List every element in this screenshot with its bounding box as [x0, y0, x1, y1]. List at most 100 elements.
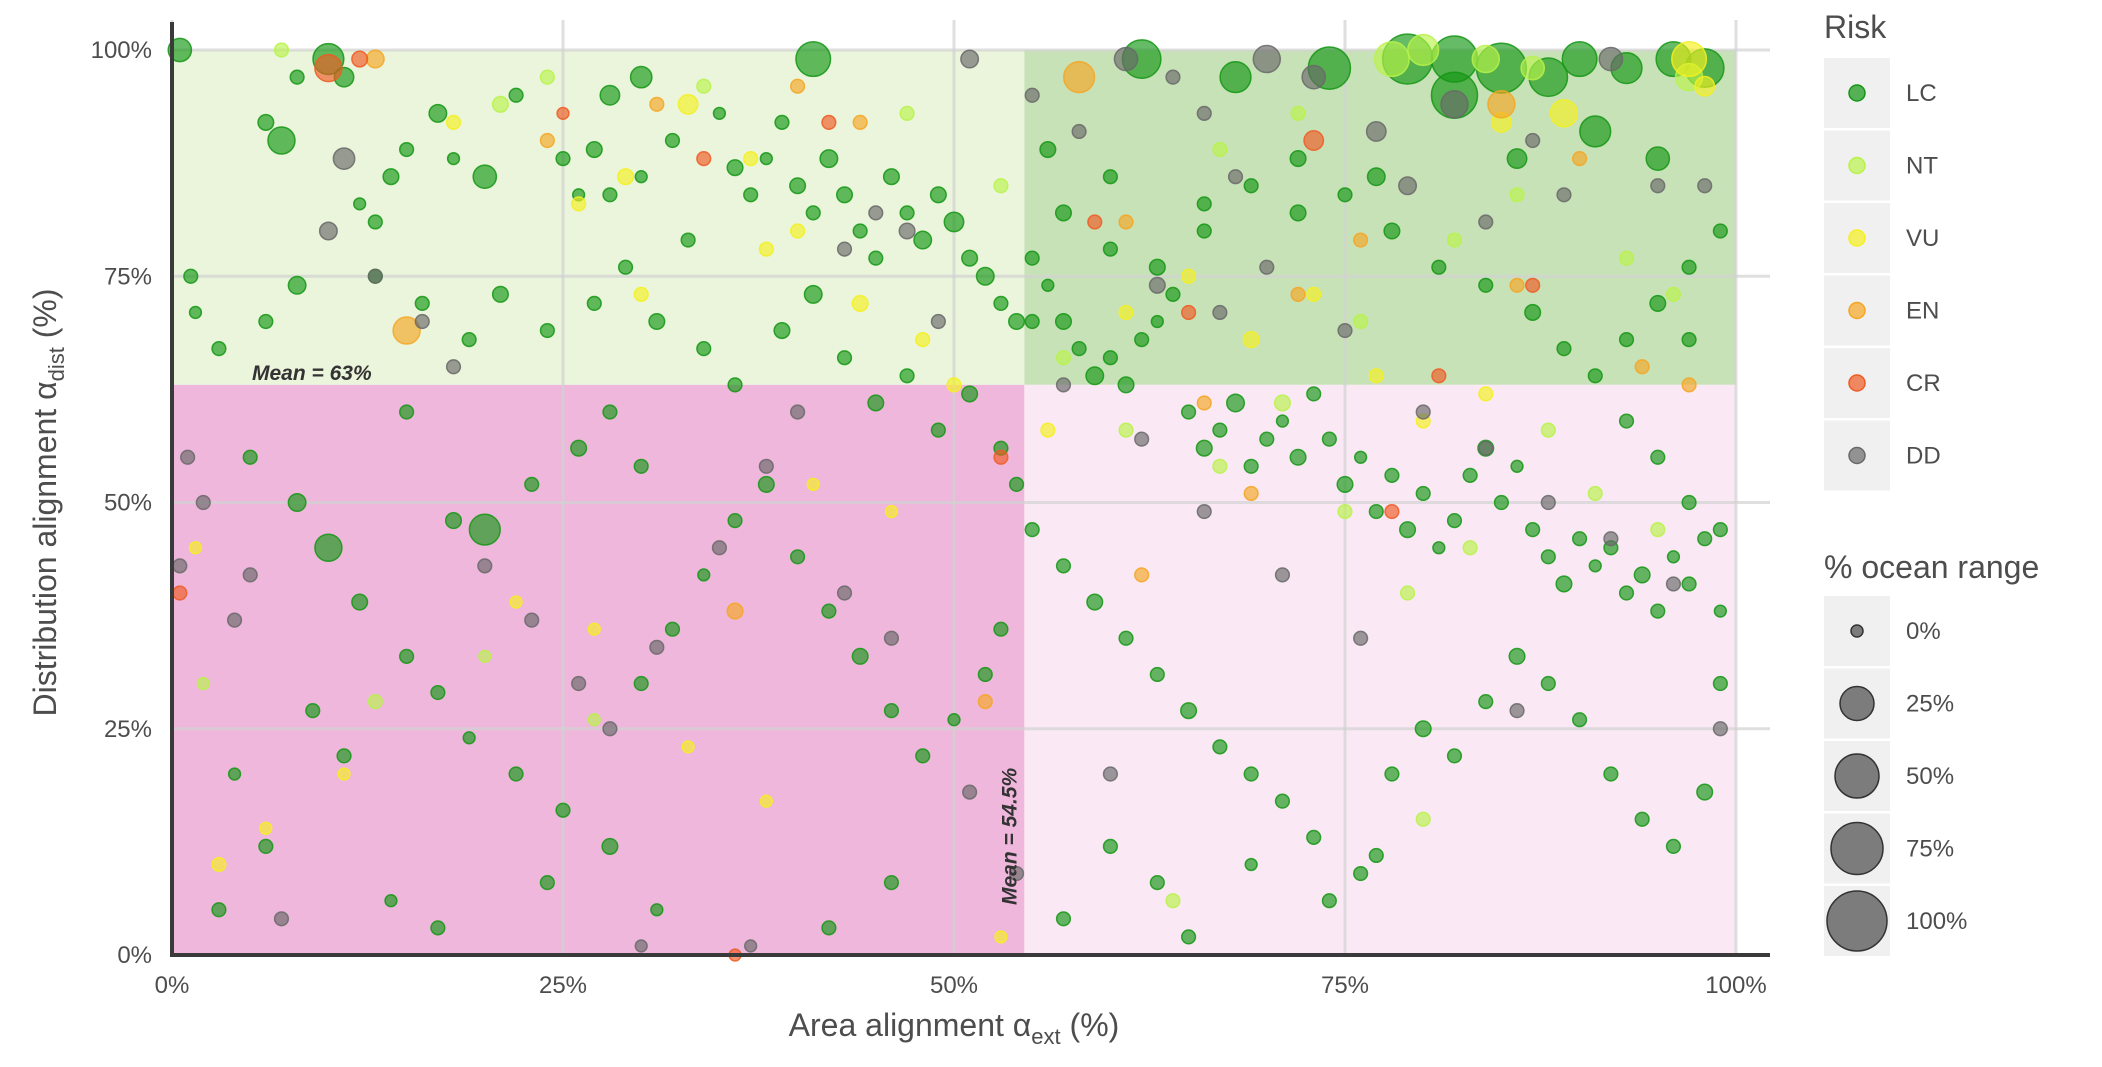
- data-point-vu: [759, 794, 773, 808]
- data-point-lc: [961, 249, 979, 267]
- data-point-dd: [649, 639, 665, 655]
- data-point-lc: [773, 322, 791, 340]
- data-point-lc: [1540, 675, 1556, 692]
- data-point-lc: [539, 875, 555, 891]
- data-point-en: [852, 114, 868, 131]
- y-tick-label: 25%: [104, 716, 152, 743]
- data-point-lc: [947, 713, 961, 727]
- data-point-lc: [1414, 720, 1432, 738]
- data-point-dd: [1196, 105, 1212, 121]
- data-point-lc: [795, 41, 832, 78]
- data-point-lc: [727, 377, 743, 393]
- data-point-dd: [634, 939, 648, 953]
- x-axis-title-main: Area alignment α: [789, 1007, 1032, 1043]
- data-point-lc: [1508, 647, 1526, 665]
- data-point-en: [1290, 286, 1306, 302]
- data-point-lc: [367, 214, 383, 230]
- data-point-lc: [1134, 332, 1150, 348]
- data-point-nt: [899, 105, 915, 121]
- data-point-vu: [884, 504, 899, 519]
- data-point-dd: [836, 241, 853, 257]
- data-point-lc: [883, 875, 900, 891]
- data-point-vu: [915, 332, 931, 348]
- data-point-lc: [913, 230, 933, 250]
- data-point-lc: [1212, 739, 1228, 755]
- data-point-dd: [836, 585, 853, 601]
- data-point-lc: [836, 350, 853, 366]
- data-point-nt: [1353, 313, 1369, 330]
- data-point-vu: [1478, 386, 1494, 402]
- data-point-cr: [696, 151, 712, 167]
- x-tick-label: 75%: [1321, 972, 1369, 999]
- data-point-lc: [697, 568, 711, 582]
- x-tick-labels: 0% 25% 50% 75% 100%: [155, 972, 1767, 999]
- data-point-dd: [445, 359, 462, 375]
- data-point-lc: [1446, 513, 1463, 529]
- data-point-lc: [1117, 376, 1135, 394]
- data-point-lc: [1024, 522, 1040, 538]
- risk-legend-swatch-lc: [1848, 84, 1866, 102]
- data-point-lc: [555, 151, 571, 167]
- data-point-cr: [821, 114, 837, 131]
- data-point-lc: [899, 205, 915, 221]
- data-point-lc: [444, 512, 463, 530]
- data-point-lc: [314, 533, 343, 562]
- data-point-lc: [188, 305, 203, 320]
- data-point-lc: [648, 312, 666, 331]
- data-point-lc: [599, 84, 621, 106]
- data-point-dd: [242, 567, 258, 583]
- data-point-lc: [1506, 148, 1528, 170]
- data-point-lc: [1645, 146, 1671, 171]
- data-point-en: [365, 49, 385, 69]
- data-points: [167, 33, 1728, 962]
- data-point-lc: [617, 259, 634, 275]
- data-point-dd: [1525, 132, 1541, 149]
- data-point-lc: [601, 837, 619, 855]
- data-point-lc: [1681, 259, 1697, 275]
- data-point-lc: [943, 211, 965, 233]
- data-point-dd: [524, 612, 540, 628]
- data-point-en: [1118, 214, 1134, 230]
- data-point-lc: [1306, 829, 1322, 845]
- mean-y-label: Mean = 63%: [252, 362, 372, 385]
- data-point-nt: [1290, 105, 1306, 121]
- data-point-lc: [1102, 838, 1119, 855]
- data-point-lc: [1579, 115, 1612, 148]
- mean-x-label: Mean = 54.5%: [998, 768, 1021, 905]
- data-point-en: [1062, 61, 1096, 94]
- data-point-lc: [1588, 559, 1602, 573]
- data-point-lc: [1524, 303, 1542, 322]
- data-point-lc: [570, 439, 588, 457]
- data-point-vu: [509, 595, 523, 609]
- data-point-lc: [1478, 277, 1494, 293]
- data-point-dd: [1556, 187, 1572, 203]
- data-point-lc: [414, 295, 430, 311]
- data-point-dd: [571, 675, 587, 692]
- data-point-nt: [273, 42, 290, 58]
- data-point-en: [392, 316, 421, 345]
- data-point-lc: [1510, 459, 1524, 473]
- data-point-dd: [930, 313, 946, 330]
- data-point-nt: [196, 676, 210, 691]
- data-point-lc: [1149, 666, 1165, 683]
- data-point-lc: [1368, 847, 1384, 864]
- x-tick-label: 25%: [539, 972, 587, 999]
- data-point-dd: [414, 313, 430, 330]
- data-point-lc: [1289, 150, 1307, 168]
- data-point-lc: [267, 126, 296, 155]
- data-point-nt: [1165, 893, 1181, 909]
- data-point-lc: [1462, 467, 1478, 483]
- data-point-lc: [1275, 414, 1290, 428]
- data-point-en: [1572, 151, 1588, 167]
- data-point-lc: [1649, 294, 1667, 312]
- data-point-en: [1353, 232, 1369, 248]
- data-point-lc: [759, 151, 773, 166]
- data-point-lc: [1540, 549, 1556, 565]
- data-point-lc: [1024, 250, 1040, 266]
- data-point-lc: [726, 159, 744, 177]
- data-point-en: [977, 694, 993, 710]
- data-point-dd: [602, 721, 618, 737]
- data-point-vu: [1549, 99, 1579, 128]
- data-point-dd: [1071, 123, 1087, 140]
- risk-legend-label: VU: [1906, 225, 1939, 252]
